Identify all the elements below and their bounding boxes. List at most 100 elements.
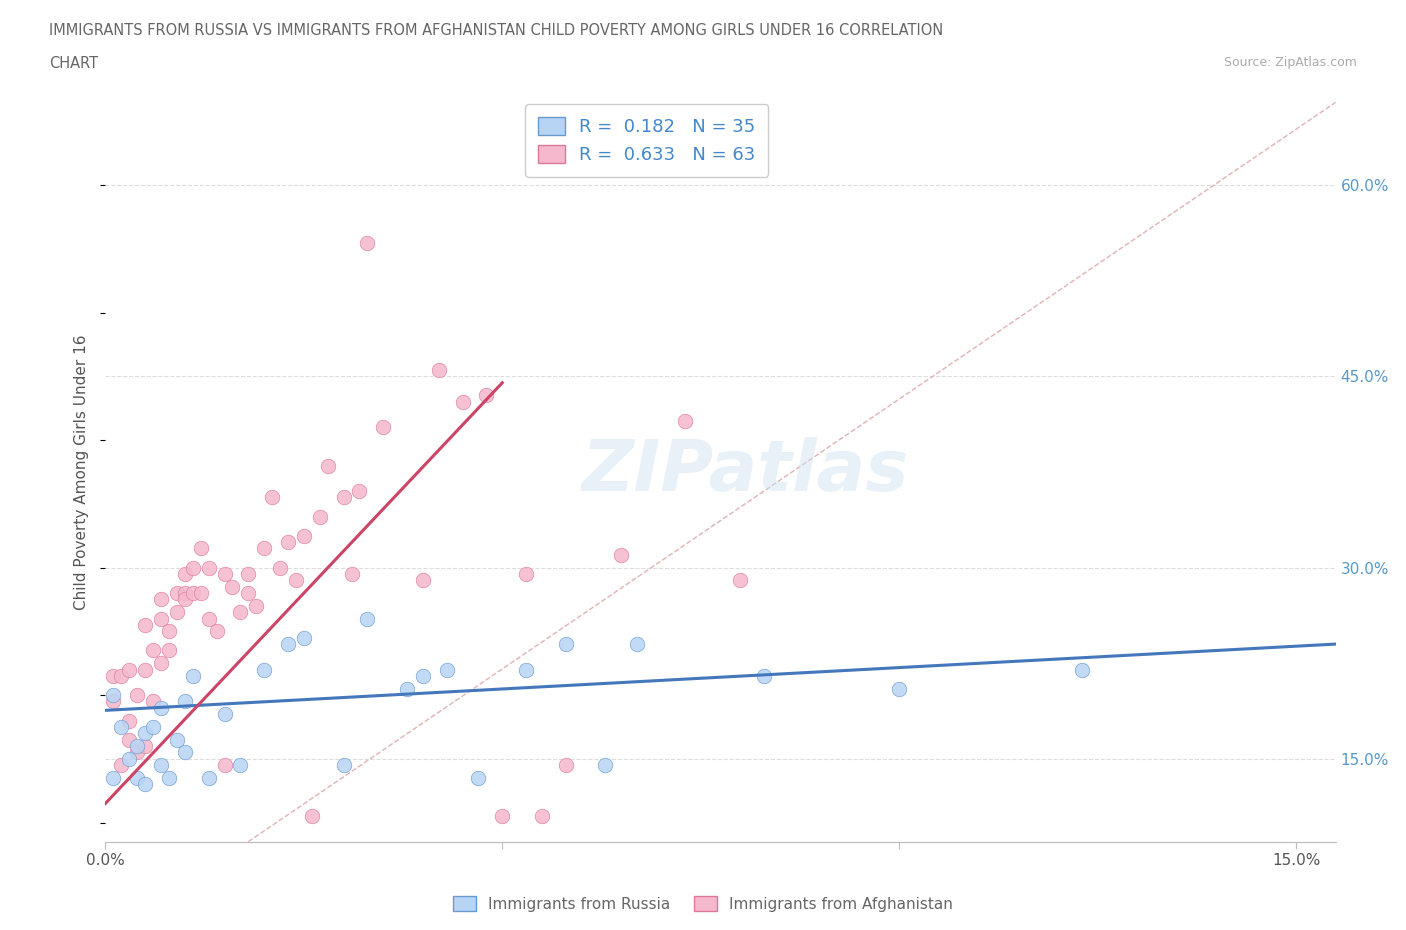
Text: IMMIGRANTS FROM RUSSIA VS IMMIGRANTS FROM AFGHANISTAN CHILD POVERTY AMONG GIRLS : IMMIGRANTS FROM RUSSIA VS IMMIGRANTS FRO… (49, 23, 943, 38)
Point (889, 682, 911, 697)
Point (127, 738, 149, 753)
Point (238, 586, 260, 601)
Point (150, 592, 173, 607)
Point (118, 662, 141, 677)
Point (134, 662, 156, 677)
Point (103, 694, 125, 709)
Point (554, 637, 576, 652)
Point (142, 720, 165, 735)
Point (595, 758, 617, 773)
Text: ZIPatlas: ZIPatlas (582, 437, 908, 507)
Point (181, 560, 204, 575)
Point (214, 566, 236, 581)
Point (127, 770, 149, 785)
Point (127, 745, 149, 760)
Legend: Immigrants from Russia, Immigrants from Afghanistan: Immigrants from Russia, Immigrants from … (447, 889, 959, 918)
Point (626, 637, 648, 652)
Point (197, 560, 219, 575)
Y-axis label: Child Poverty Among Girls Under 16: Child Poverty Among Girls Under 16 (75, 334, 90, 610)
Point (173, 586, 195, 601)
Point (515, 662, 537, 677)
Point (245, 598, 267, 613)
Point (349, 484, 371, 498)
Point (467, 770, 489, 785)
Point (157, 643, 180, 658)
Point (253, 541, 276, 556)
Point (190, 541, 212, 556)
Point (253, 662, 276, 677)
Point (150, 758, 173, 773)
Point (157, 770, 180, 785)
Point (427, 363, 450, 378)
Point (214, 707, 236, 722)
Point (269, 560, 291, 575)
Point (134, 618, 156, 632)
Point (181, 669, 204, 684)
Point (316, 458, 339, 473)
Point (610, 548, 633, 563)
Point (396, 682, 419, 697)
Point (134, 738, 156, 753)
Point (118, 751, 141, 766)
Point (730, 573, 752, 588)
Point (166, 586, 188, 601)
Point (229, 758, 252, 773)
Point (262, 490, 284, 505)
Point (110, 720, 132, 735)
Point (277, 535, 299, 550)
Point (103, 669, 125, 684)
Point (190, 586, 212, 601)
Point (173, 745, 195, 760)
Point (103, 687, 125, 702)
Point (412, 573, 434, 588)
Point (150, 656, 173, 671)
Point (229, 604, 252, 619)
Point (451, 394, 474, 409)
Point (118, 713, 141, 728)
Point (308, 509, 330, 524)
Point (238, 566, 260, 581)
Point (332, 490, 354, 505)
Point (412, 669, 434, 684)
Point (530, 809, 553, 824)
Point (205, 624, 228, 639)
Point (118, 732, 141, 747)
Point (221, 579, 243, 594)
Point (181, 586, 204, 601)
Point (475, 388, 498, 403)
Point (173, 566, 195, 581)
Text: CHART: CHART (49, 56, 98, 71)
Point (142, 643, 165, 658)
Point (754, 669, 776, 684)
Point (277, 637, 299, 652)
Point (134, 777, 156, 791)
Point (1070, 662, 1092, 677)
Point (284, 573, 307, 588)
Point (150, 700, 173, 715)
Point (110, 669, 132, 684)
Point (214, 758, 236, 773)
Point (173, 694, 195, 709)
Point (134, 725, 156, 740)
Point (554, 758, 576, 773)
Point (166, 732, 188, 747)
Point (150, 611, 173, 626)
Point (491, 809, 513, 824)
Point (127, 687, 149, 702)
Point (157, 624, 180, 639)
Point (197, 611, 219, 626)
Point (142, 694, 165, 709)
Point (301, 809, 323, 824)
Text: Source: ZipAtlas.com: Source: ZipAtlas.com (1223, 56, 1357, 69)
Point (197, 770, 219, 785)
Point (166, 604, 188, 619)
Point (436, 662, 458, 677)
Point (292, 528, 315, 543)
Point (103, 770, 125, 785)
Point (373, 420, 395, 435)
Point (110, 758, 132, 773)
Point (673, 414, 696, 429)
Point (356, 235, 378, 250)
Point (340, 566, 363, 581)
Point (332, 758, 354, 773)
